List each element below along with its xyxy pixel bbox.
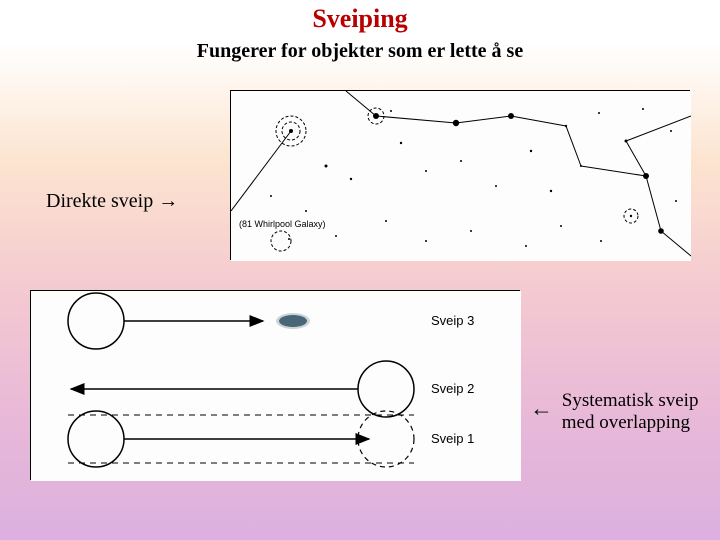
page-subtitle: Fungerer for objekter som er lette å se [197, 40, 523, 63]
sweep-3-text: Sveip 3 [431, 313, 474, 328]
direct-sweep-text: Direkte sveip → [46, 190, 178, 212]
subtitle-text: Fungerer for objekter som er lette å se [197, 40, 523, 62]
page-title: Sveiping [312, 4, 407, 34]
sweep-3-label: Sveip 3 [431, 313, 474, 328]
sweep-2-text: Sveip 2 [431, 381, 474, 396]
direct-sweep-label: Direkte sveip → [46, 190, 178, 213]
star-chart-panel: (81 Whirlpool Galaxy) [230, 90, 690, 260]
sweep-diagram-panel: Sveip 3 Sveip 2 Sveip 1 [30, 290, 520, 480]
galaxy-label-text: (81 Whirlpool Galaxy) [239, 219, 326, 229]
sweep-2-label: Sveip 2 [431, 381, 474, 396]
galaxy-label: (81 Whirlpool Galaxy) [239, 219, 326, 229]
sweep-1-label: Sveip 1 [431, 431, 474, 446]
systematic-line1: Systematisk sveip [562, 390, 699, 411]
systematic-sweep-label: ← Systematisk sveip med overlapping [530, 390, 698, 434]
star-chart-svg [231, 91, 691, 261]
systematic-line2: med overlapping [562, 412, 690, 433]
systematic-arrow: ← [530, 390, 553, 428]
sweep-1-text: Sveip 1 [431, 431, 474, 446]
title-text: Sveiping [312, 4, 407, 33]
